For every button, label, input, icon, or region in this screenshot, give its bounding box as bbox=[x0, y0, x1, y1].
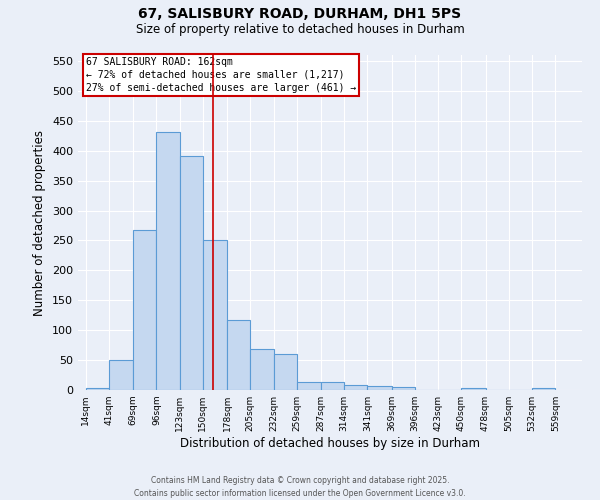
Bar bbox=[321, 382, 344, 390]
Bar bbox=[109, 360, 133, 390]
Y-axis label: Number of detached properties: Number of detached properties bbox=[34, 130, 46, 316]
Bar bbox=[367, 386, 392, 390]
Bar bbox=[274, 354, 297, 390]
Bar bbox=[532, 388, 555, 390]
Text: 67 SALISBURY ROAD: 162sqm
← 72% of detached houses are smaller (1,217)
27% of se: 67 SALISBURY ROAD: 162sqm ← 72% of detac… bbox=[86, 56, 356, 93]
X-axis label: Distribution of detached houses by size in Durham: Distribution of detached houses by size … bbox=[180, 437, 480, 450]
Bar bbox=[250, 350, 274, 390]
Bar bbox=[157, 132, 179, 390]
Bar bbox=[203, 240, 227, 390]
Bar bbox=[86, 388, 109, 390]
Bar bbox=[133, 230, 157, 390]
Bar bbox=[227, 320, 250, 390]
Bar bbox=[344, 385, 367, 390]
Bar bbox=[392, 387, 415, 390]
Text: Contains HM Land Registry data © Crown copyright and database right 2025.
Contai: Contains HM Land Registry data © Crown c… bbox=[134, 476, 466, 498]
Bar bbox=[461, 388, 485, 390]
Text: 67, SALISBURY ROAD, DURHAM, DH1 5PS: 67, SALISBURY ROAD, DURHAM, DH1 5PS bbox=[139, 8, 461, 22]
Text: Size of property relative to detached houses in Durham: Size of property relative to detached ho… bbox=[136, 22, 464, 36]
Bar bbox=[179, 156, 203, 390]
Bar bbox=[297, 382, 321, 390]
